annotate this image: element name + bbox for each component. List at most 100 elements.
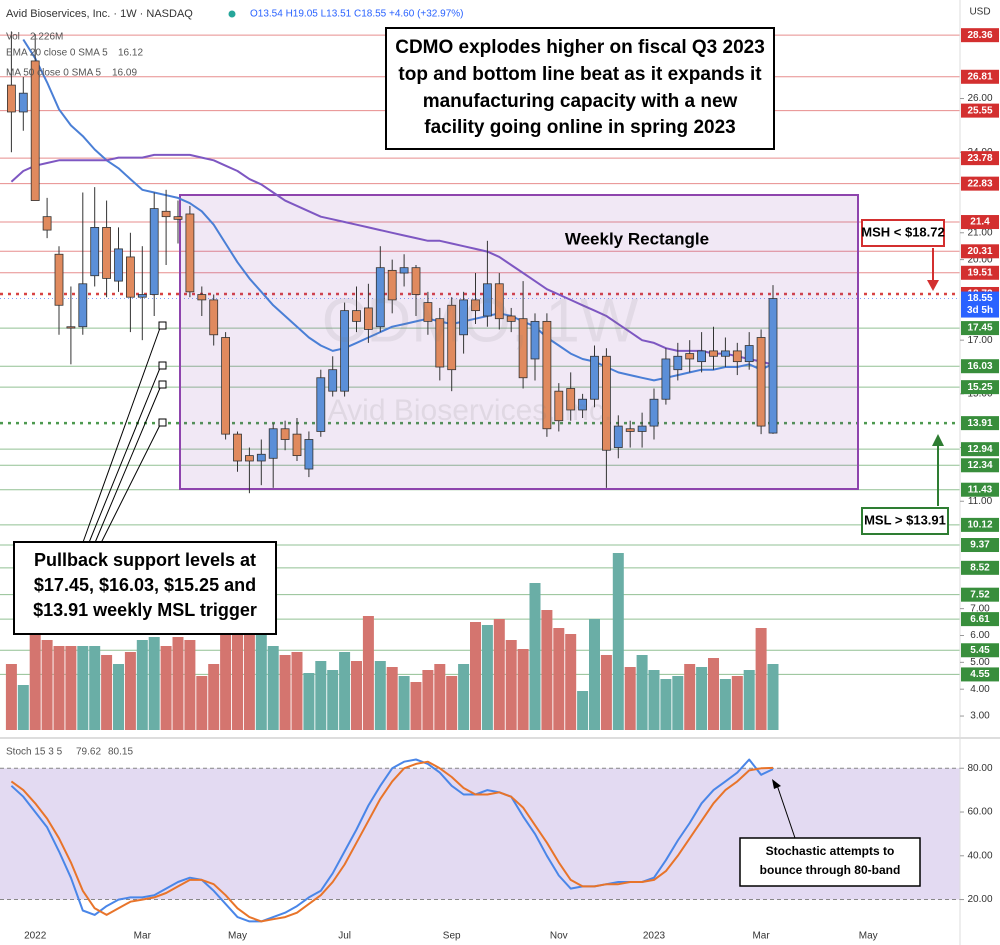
- volume-bar: [339, 652, 351, 730]
- volume-bar: [743, 670, 755, 730]
- volume-bar: [719, 679, 731, 730]
- candle-body: [732, 350, 742, 363]
- rectangle-label: Weekly Rectangle: [565, 229, 709, 248]
- level-label-bg: [961, 416, 999, 431]
- volume-bar: [481, 625, 493, 730]
- moving-average: [22, 38, 774, 382]
- volume-bar: [303, 673, 315, 730]
- level-label: 21.4: [970, 217, 990, 228]
- x-tick-label: Mar: [134, 931, 152, 942]
- volume-bar: [53, 646, 65, 730]
- symbol-title: Avid Bioservices, Inc. · 1W · NASDAQ: [6, 8, 193, 20]
- candle-body: [149, 208, 159, 295]
- level-label: 9.37: [970, 540, 990, 551]
- candle-body: [292, 433, 302, 457]
- stoch-note: Stochastic attempts to: [766, 844, 895, 858]
- volume-bar: [565, 634, 577, 730]
- y-tick-label: 80.00: [967, 763, 992, 774]
- legend-name: EMA 20 close 0 SMA 5: [6, 48, 108, 59]
- x-tick-label: 2023: [643, 931, 666, 942]
- candle-body: [340, 310, 350, 392]
- candle-body: [471, 299, 480, 312]
- volume-bar: [458, 664, 470, 730]
- pullback-text: $17.45, $16.03, $15.25 and: [34, 575, 256, 595]
- level-label-bg: [961, 28, 999, 43]
- volume-bar: [589, 619, 600, 730]
- y-tick-label: 7.00: [970, 603, 990, 614]
- volume-bar: [636, 655, 648, 730]
- marks-layer: [7, 31, 778, 923]
- level-label-bg: [961, 359, 999, 374]
- y-tick-label: 21.00: [967, 227, 992, 238]
- volume-bar: [434, 664, 446, 730]
- msh-box: [861, 219, 945, 247]
- volume-bar: [577, 691, 589, 730]
- candle-body: [459, 299, 469, 336]
- level-label: 23.78: [967, 153, 992, 164]
- volume-bar: [648, 670, 660, 730]
- axis-layer: 2022MarMayJulSepNov2023MarMay26.0024.002…: [24, 28, 999, 942]
- volume-bar: [148, 637, 160, 730]
- under-layer: [0, 34, 960, 901]
- volume-bar: [362, 616, 374, 730]
- candle-body: [126, 256, 135, 298]
- x-tick-label: Jul: [338, 931, 351, 942]
- x-tick-label: May: [228, 931, 247, 942]
- volume-bar: [243, 634, 255, 730]
- x-tick-label: Mar: [752, 931, 770, 942]
- candle-body: [352, 310, 361, 322]
- volume-bar: [517, 649, 529, 730]
- candle-body: [673, 355, 683, 371]
- candle-body: [268, 428, 278, 459]
- msl-arrowhead: [932, 434, 944, 446]
- volume-bar: [255, 610, 267, 730]
- candle-body: [423, 302, 433, 322]
- level-label-bg: [961, 380, 999, 395]
- volume-bar: [5, 664, 17, 730]
- candle-body: [363, 307, 373, 330]
- level-label: 5.45: [970, 645, 990, 656]
- candle-body: [590, 355, 599, 400]
- candle-body: [411, 267, 421, 295]
- volume-bar: [410, 682, 422, 730]
- volume-bar: [624, 667, 636, 730]
- stoch-note-box: [739, 837, 921, 887]
- level-label: 16.03: [967, 361, 992, 372]
- y-tick-label: 17.00: [967, 335, 992, 346]
- volume-bar: [101, 655, 113, 730]
- candle-body: [244, 455, 254, 462]
- y-tick-label: 20.00: [967, 254, 992, 265]
- candle-body: [756, 337, 766, 427]
- candle-body: [90, 227, 100, 277]
- volume-bar: [696, 667, 708, 730]
- volume-bar: [196, 676, 208, 730]
- level-label-bg: [961, 482, 999, 497]
- candle-body: [387, 269, 397, 301]
- x-tick-label: Nov: [550, 931, 568, 942]
- candle-body: [661, 358, 671, 400]
- stoch-line: [10, 760, 774, 923]
- level-label: 15.25: [967, 382, 992, 393]
- legend-value: 80.15: [108, 747, 133, 758]
- level-label-bg: [961, 215, 999, 230]
- pullback-markers: [158, 321, 167, 427]
- volume-bar: [184, 640, 196, 730]
- volume-bar: [708, 658, 719, 730]
- level-label: 4.55: [970, 669, 990, 680]
- volume-bar: [684, 664, 696, 730]
- legend-value: 79.62: [76, 747, 101, 758]
- candle-body: [542, 320, 552, 430]
- volume-bar: [77, 646, 89, 730]
- volume-bar: [422, 670, 434, 730]
- volume-bar: [731, 676, 743, 730]
- candle-body: [316, 377, 326, 432]
- volume-bar: [17, 685, 29, 730]
- candle-body: [578, 398, 587, 411]
- volume-bar: [541, 610, 553, 730]
- volume-bar: [386, 667, 398, 730]
- candle-body: [137, 294, 147, 298]
- legend-name: MA 50 close 0 SMA 5: [6, 68, 101, 79]
- candle-body: [328, 369, 338, 392]
- level-label-bg: [961, 151, 999, 166]
